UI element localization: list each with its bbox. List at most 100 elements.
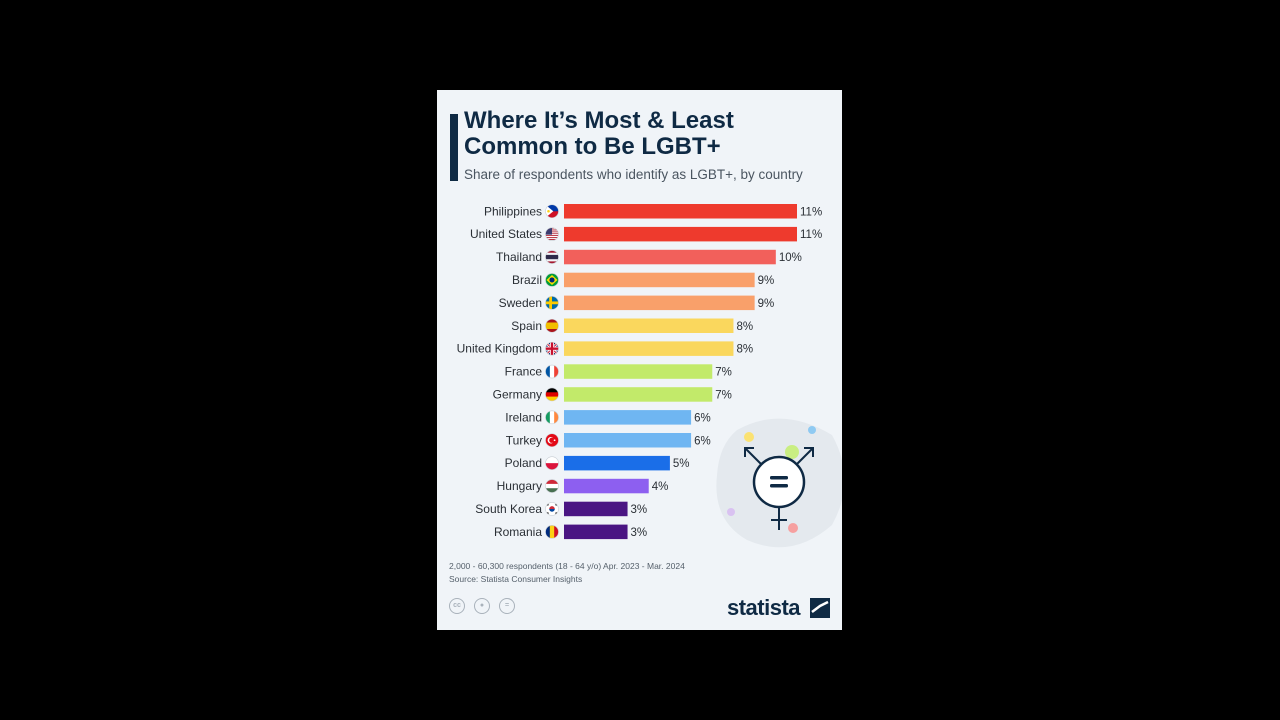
bar [564,226,797,242]
bar [564,455,670,471]
category-label: South Korea [475,502,542,516]
category-label: Brazil [512,273,542,287]
flag-outline [545,204,559,219]
category-label: Spain [511,319,542,333]
value-label: 3% [631,527,648,539]
flag-outline [545,341,559,356]
value-label: 8% [736,344,753,356]
bar-row: Ireland 6% [505,410,711,425]
title-accent-bar [450,114,458,181]
flag-outline [545,479,559,493]
value-label: 11% [800,229,822,241]
bar-row: Germany 7% [493,387,732,402]
attribution-icon[interactable]: ● [474,598,490,614]
united-states-flag-icon [545,227,559,240]
flag-outline [545,525,559,539]
category-label: Philippines [484,204,542,218]
bar-row: United States 11% [470,226,822,242]
thailand-flag-icon [545,250,559,264]
bar [564,204,797,219]
chart-subtitle: Share of respondents who identify as LGB… [464,167,803,182]
romania-flag-icon [545,525,559,539]
category-label: Sweden [499,296,542,310]
hungary-flag-icon [545,479,559,493]
flag-outline [545,456,559,470]
sweden-flag-icon [545,296,559,310]
bar [564,272,755,288]
category-label: Turkey [506,433,542,447]
category-label: United States [470,227,542,241]
turkey-flag-icon [545,433,559,447]
bar-row: Spain 8% [511,318,753,333]
infographic-card: Where It’s Most & Least Common to Be LGB… [437,90,842,630]
bar-row: South Korea 3% [475,501,648,517]
flag-outline [545,318,559,333]
flag-outline [545,296,559,310]
value-label: 4% [652,481,669,493]
flag-outline [545,387,559,402]
bar [564,295,755,311]
flag-outline [545,227,559,241]
gender-symbol-illustration [716,418,842,548]
category-label: United Kingdom [457,342,542,356]
bar [564,433,692,448]
bar-row: Sweden 9% [499,295,774,311]
bar-row: Hungary 4% [497,478,669,494]
france-flag-icon [545,365,559,379]
bar-row: Poland 5% [505,455,690,471]
bar [564,524,628,540]
bar [564,501,628,517]
flag-outline [545,250,559,264]
value-label: 11% [800,206,822,218]
united-kingdom-flag-icon [545,342,559,356]
value-label: 9% [758,275,775,287]
bar-chart: Philippines 11% United States 11% Thailand 10… [457,204,822,540]
germany-flag-icon [545,387,559,401]
category-label: France [505,365,543,379]
bar [564,387,713,402]
value-label: 8% [736,321,753,333]
bar-row: Brazil 9% [512,272,775,288]
bar [564,249,776,265]
value-label: 7% [715,367,732,379]
flag-outline [545,410,559,425]
ireland-flag-icon [545,410,559,424]
category-label: Ireland [505,410,542,424]
poland-flag-icon [545,456,559,470]
bar-row: Turkey 6% [506,433,711,448]
bar [564,341,734,356]
value-label: 6% [694,435,711,447]
flag-outline [545,273,559,287]
logo-text: statista [727,595,801,620]
bar-row: United Kingdom 8% [457,341,753,356]
bar-row: Romania 3% [494,524,648,540]
bar-row: Philippines 11% [484,204,822,219]
bar-row: France 7% [505,364,732,379]
category-label: Germany [493,387,542,401]
category-label: Romania [494,525,542,539]
chart-footnote: 2,000 - 60,300 respondents (18 - 64 y/o)… [449,560,685,586]
value-label: 10% [779,252,802,264]
brazil-flag-icon [545,273,559,287]
no-derivatives-icon[interactable]: = [499,598,515,614]
category-label: Hungary [497,479,542,493]
bar-row: Thailand 10% [496,249,802,265]
chart-title: Where It’s Most & Least Common to Be LGB… [464,107,734,160]
bar [564,478,649,494]
flag-outline [545,433,559,448]
respondents-note: 2,000 - 60,300 respondents (18 - 64 y/o)… [449,561,685,571]
cc-icon[interactable]: cc [449,598,465,614]
bar [564,410,692,425]
source-note: Source: Statista Consumer Insights [449,574,583,584]
flag-outline [545,502,559,516]
bar [564,364,713,379]
philippines-flag-icon [545,204,559,218]
spain-flag-icon [545,319,559,333]
value-label: 5% [673,458,690,470]
flag-outline [545,364,559,379]
category-label: Thailand [496,250,542,264]
value-label: 3% [631,504,648,516]
value-label: 7% [715,389,732,401]
bar [564,318,734,333]
category-label: Poland [505,456,542,470]
